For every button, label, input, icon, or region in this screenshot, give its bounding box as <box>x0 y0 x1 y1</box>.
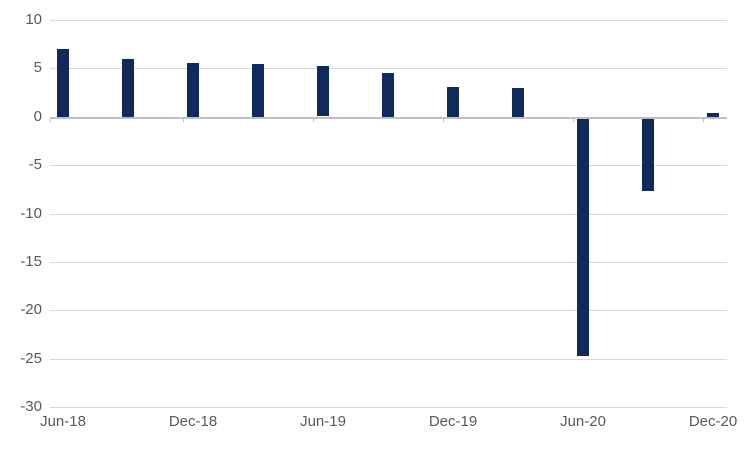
zero-axis-line <box>50 117 727 119</box>
gridline <box>50 407 727 408</box>
bar-Dec-19 <box>447 87 459 117</box>
axis-tick <box>313 117 314 122</box>
bar-Jun-20 <box>577 119 589 356</box>
y-tick-label: 10 <box>25 11 42 28</box>
x-tick-label: Jun-20 <box>560 413 606 430</box>
y-tick-label: 0 <box>33 108 42 125</box>
y-tick-label: 5 <box>33 59 42 76</box>
y-tick-label: -10 <box>20 205 42 222</box>
bar-Mar-19 <box>252 64 264 117</box>
y-tick-label: -15 <box>20 253 42 270</box>
bar-Mar-20 <box>512 88 524 117</box>
bar-Dec-18 <box>187 63 199 117</box>
y-tick-label: -30 <box>20 398 42 415</box>
x-tick-label: Dec-19 <box>428 413 478 430</box>
gridline <box>50 359 727 360</box>
bar-Dec-20 <box>707 113 719 117</box>
y-tick-label: -25 <box>20 350 42 367</box>
gridline <box>50 310 727 311</box>
axis-tick <box>50 117 51 122</box>
y-tick-label: -20 <box>20 301 42 318</box>
gridline <box>50 262 727 263</box>
bar-Sep-20 <box>642 119 654 191</box>
bar-Jun-18 <box>57 49 69 117</box>
x-tick-label: Jun-19 <box>300 413 346 430</box>
bar-Sep-19 <box>382 73 394 117</box>
gridline <box>50 165 727 166</box>
x-tick-label: Dec-20 <box>688 413 738 430</box>
y-tick-label: -5 <box>28 156 42 173</box>
gridline <box>50 214 727 215</box>
x-tick-label: Jun-18 <box>40 413 86 430</box>
gridline <box>50 68 727 69</box>
bar-Sep-18 <box>122 59 134 117</box>
axis-tick <box>183 117 184 122</box>
x-tick-label: Dec-18 <box>168 413 218 430</box>
axis-tick <box>703 117 704 122</box>
bar-Jun-19 <box>317 66 329 116</box>
axis-tick <box>573 117 574 122</box>
gridline <box>50 20 727 21</box>
axis-tick <box>443 117 444 122</box>
